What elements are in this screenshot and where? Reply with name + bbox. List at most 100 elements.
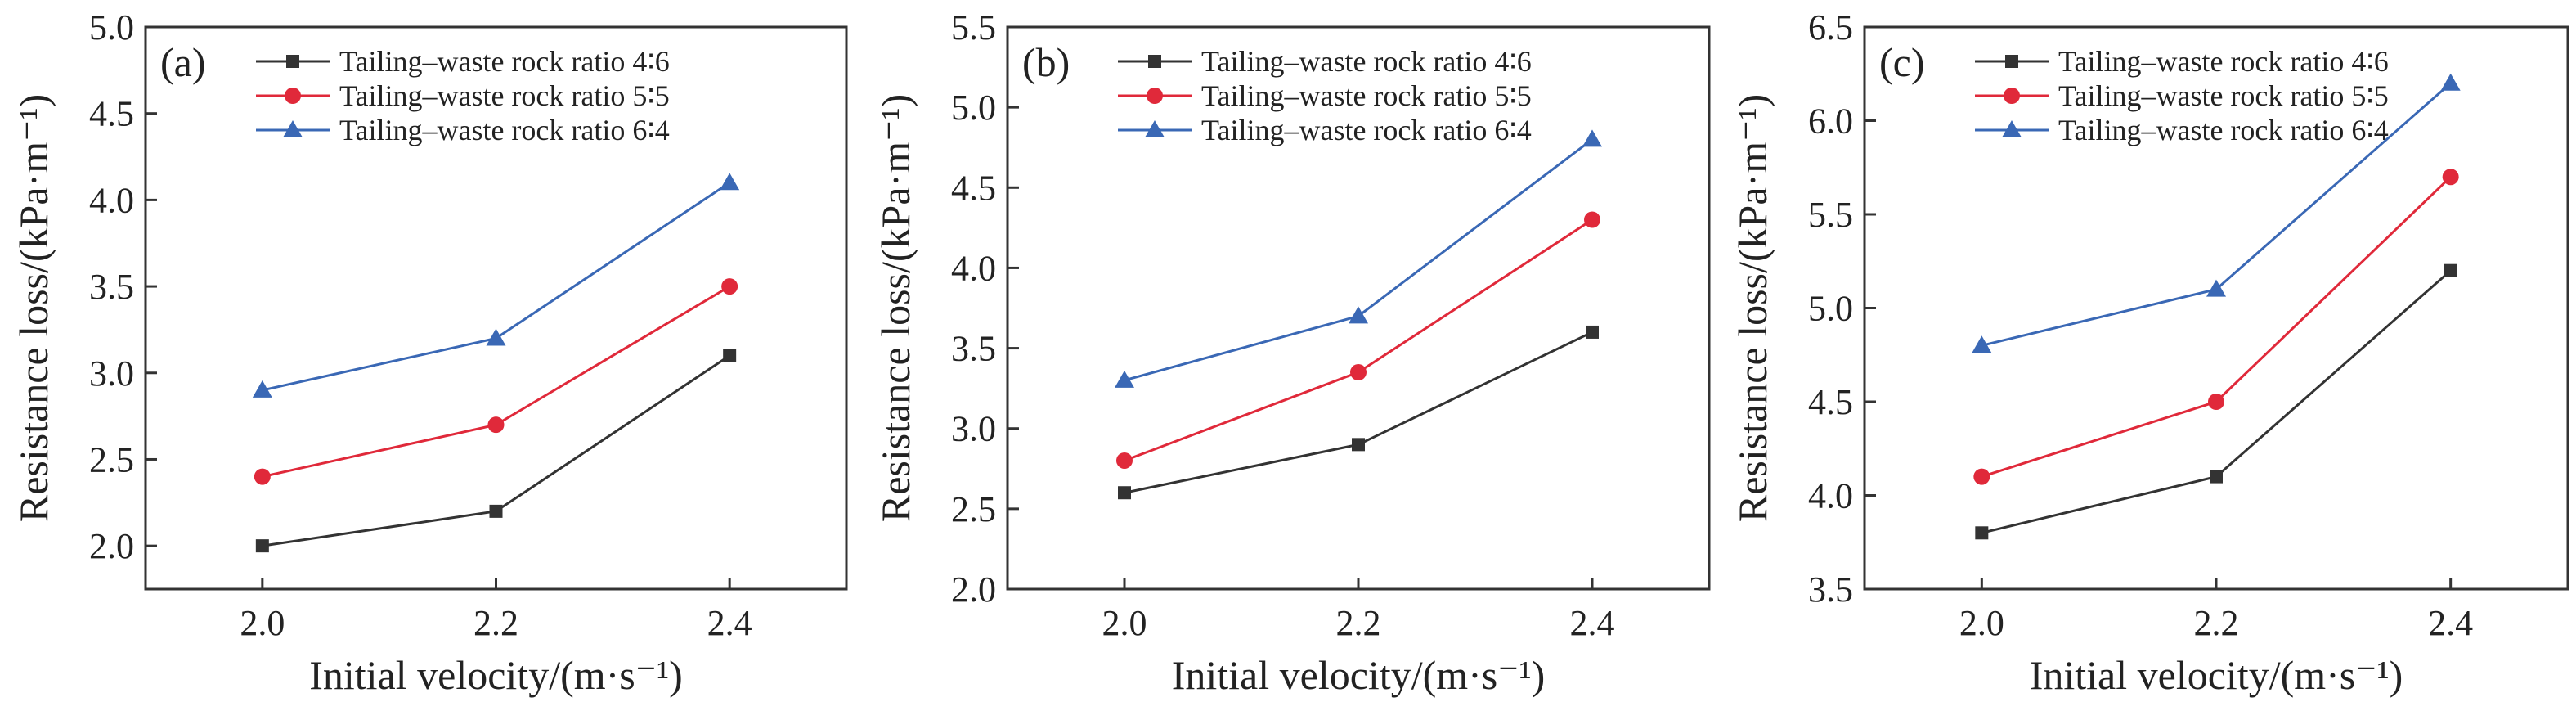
series-line xyxy=(262,285,730,479)
y-tick-label: 4.0 xyxy=(89,180,134,220)
legend-item: Tailing–waste rock ratio 6∶4 xyxy=(256,114,670,146)
series-line xyxy=(262,181,730,392)
data-point-square xyxy=(1352,438,1365,452)
series-line xyxy=(1124,218,1593,462)
legend: Tailing–waste rock ratio 4∶6Tailing–wast… xyxy=(256,45,670,146)
x-tick-label: 2.4 xyxy=(2428,603,2473,643)
y-tick-label: 5.0 xyxy=(951,88,996,128)
y-tick-label: 4.0 xyxy=(1808,476,1853,516)
legend: Tailing–waste rock ratio 4∶6Tailing–wast… xyxy=(1975,45,2389,146)
data-point-triangle xyxy=(2206,279,2226,297)
y-axis-label: Resistance loss/(kPa·m⁻¹) xyxy=(873,94,918,522)
data-point-triangle xyxy=(252,380,272,398)
panel-label: (a) xyxy=(160,39,206,85)
legend-label: Tailing–waste rock ratio 6∶4 xyxy=(1201,114,1532,146)
legend-item: Tailing–waste rock ratio 4∶6 xyxy=(1118,45,1532,78)
panel-c: 3.5 4.0 4.5 5.0 5.5 6.0 6.5 2.0 2.2 2.4 Initial ve… xyxy=(1730,7,2569,698)
legend-item: Tailing–waste rock ratio 6∶4 xyxy=(1118,114,1532,146)
series-2 xyxy=(1973,169,2459,485)
data-point-circle xyxy=(487,416,505,434)
legend-item: Tailing–waste rock ratio 5∶5 xyxy=(1975,79,2389,112)
legend-marker-square xyxy=(2005,55,2018,68)
x-axis-label: Initial velocity/(m·s⁻¹) xyxy=(1172,652,1546,698)
y-tick-label: 3.5 xyxy=(89,267,134,307)
legend-marker-square xyxy=(1148,55,1161,68)
x-tick-label: 2.2 xyxy=(2194,603,2239,643)
series-2 xyxy=(1116,211,1600,469)
data-point-triangle xyxy=(1349,306,1368,324)
data-point-square xyxy=(1586,325,1599,339)
legend-label: Tailing–waste rock ratio 6∶4 xyxy=(2058,114,2389,146)
legend-label: Tailing–waste rock ratio 4∶6 xyxy=(2058,45,2389,78)
legend-label: Tailing–waste rock ratio 5∶5 xyxy=(339,79,670,112)
legend-marker-circle xyxy=(1147,88,1163,104)
series-1 xyxy=(1975,263,2457,540)
data-point-circle xyxy=(2208,394,2224,410)
data-point-square xyxy=(1118,486,1131,500)
series-1 xyxy=(255,349,737,553)
y-tick-label: 4.5 xyxy=(89,94,134,134)
data-point-circle xyxy=(1350,364,1367,381)
panel-label: (c) xyxy=(1879,39,1925,85)
series-2 xyxy=(254,278,738,485)
legend-marker-triangle xyxy=(283,120,303,137)
legend-marker-circle xyxy=(285,88,301,104)
data-point-square xyxy=(2210,470,2223,484)
data-point-triangle xyxy=(486,328,506,346)
data-point-square xyxy=(255,539,269,553)
series-3 xyxy=(252,173,740,398)
x-tick-label: 2.0 xyxy=(1102,603,1147,643)
legend-label: Tailing–waste rock ratio 5∶5 xyxy=(2058,79,2389,112)
legend-label: Tailing–waste rock ratio 4∶6 xyxy=(339,45,670,78)
series-3 xyxy=(1115,129,1602,388)
series-line xyxy=(1124,331,1593,494)
data-point-triangle xyxy=(1582,129,1602,147)
panel-b: 2.0 2.5 3.0 3.5 4.0 4.5 5.0 5.5 2.0 2.2 2.4 Initial… xyxy=(873,7,1711,698)
panel-a: 2.0 2.5 3.0 3.5 4.0 4.5 5.0 2.0 2.2 2.4 Initial ve… xyxy=(11,7,848,698)
data-point-circle xyxy=(1973,468,1990,485)
y-tick-label: 6.5 xyxy=(1808,7,1853,47)
legend-marker-triangle xyxy=(1145,120,1165,137)
y-tick-label: 3.0 xyxy=(951,409,996,449)
legend-item: Tailing–waste rock ratio 4∶6 xyxy=(256,45,670,78)
y-tick-label: 3.5 xyxy=(1808,569,1853,610)
y-tick-label: 5.0 xyxy=(89,7,134,47)
series-1 xyxy=(1118,325,1599,500)
y-tick-label: 2.5 xyxy=(951,489,996,529)
y-tick-label: 2.0 xyxy=(89,526,134,566)
data-point-circle xyxy=(721,278,738,295)
y-tick-label: 4.5 xyxy=(951,168,996,208)
y-axis-label: Resistance loss/(kPa·m⁻¹) xyxy=(1730,94,1775,522)
legend-item: Tailing–waste rock ratio 5∶5 xyxy=(256,79,670,112)
data-point-circle xyxy=(2442,169,2459,186)
legend-item: Tailing–waste rock ratio 6∶4 xyxy=(1975,114,2389,146)
data-point-triangle xyxy=(720,173,740,191)
data-point-circle xyxy=(1584,211,1600,228)
data-point-triangle xyxy=(1115,370,1134,388)
legend-marker-triangle xyxy=(2002,120,2022,137)
data-point-square xyxy=(723,349,737,362)
legend-item: Tailing–waste rock ratio 4∶6 xyxy=(1975,45,2389,78)
y-tick-label: 3.0 xyxy=(89,353,134,394)
legend: Tailing–waste rock ratio 4∶6Tailing–wast… xyxy=(1118,45,1532,146)
y-tick-label: 5.5 xyxy=(1808,195,1853,235)
x-tick-label: 2.0 xyxy=(1959,603,2004,643)
y-tick-label: 2.0 xyxy=(951,569,996,610)
data-point-square xyxy=(1975,526,1989,540)
data-point-triangle xyxy=(1972,335,1992,353)
x-tick-label: 2.0 xyxy=(240,603,285,643)
y-tick-label: 4.0 xyxy=(951,248,996,288)
y-axis-label: Resistance loss/(kPa·m⁻¹) xyxy=(11,94,56,522)
legend-item: Tailing–waste rock ratio 5∶5 xyxy=(1118,79,1532,112)
y-tick-label: 5.5 xyxy=(951,7,996,47)
data-point-square xyxy=(2444,263,2457,277)
series-3 xyxy=(1972,73,2461,353)
data-point-circle xyxy=(254,468,271,485)
legend-label: Tailing–waste rock ratio 4∶6 xyxy=(1201,45,1532,78)
x-axis-label: Initial velocity/(m·s⁻¹) xyxy=(309,652,683,698)
data-point-triangle xyxy=(2440,73,2461,91)
y-tick-label: 3.5 xyxy=(951,329,996,369)
panel-label: (b) xyxy=(1022,39,1070,85)
legend-label: Tailing–waste rock ratio 6∶4 xyxy=(339,114,670,146)
